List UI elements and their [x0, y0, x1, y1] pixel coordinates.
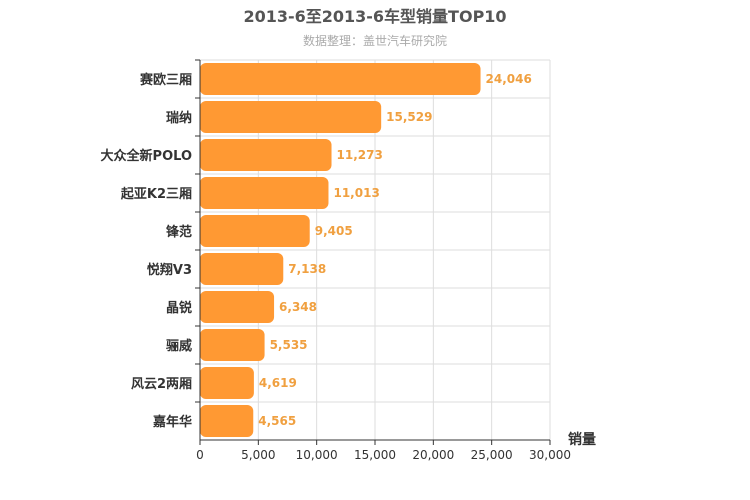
x-tick-label: 20,000: [412, 448, 454, 462]
x-tick-label: 30,000: [529, 448, 571, 462]
bars: 24,046 15,529 11,273 11,013 9,405 7,138 6,348 5…: [200, 63, 532, 437]
category-label: 嘉年华: [152, 414, 192, 430]
bar-value-label: 11,013: [333, 186, 379, 200]
x-tick-label: 25,000: [471, 448, 513, 462]
x-tick-label: 0: [196, 448, 204, 462]
bar-value-label: 7,138: [288, 262, 326, 276]
bar-value-label: 9,405: [315, 224, 353, 238]
bar: [200, 253, 284, 285]
bar-value-label: 15,529: [386, 110, 432, 124]
x-tick-label: 10,000: [296, 448, 338, 462]
bar: [200, 177, 329, 209]
bar: [200, 63, 481, 95]
category-label: 瑞纳: [166, 110, 192, 126]
bar: [200, 139, 332, 171]
chart-title: 2013-6至2013-6车型销量TOP10: [243, 7, 506, 26]
category-label: 骊威: [166, 338, 192, 354]
x-tick-label: 5,000: [241, 448, 275, 462]
category-label: 晶锐: [166, 300, 192, 316]
x-tick-label: 15,000: [354, 448, 396, 462]
category-label: 大众全新POLO: [101, 148, 192, 164]
bar: [200, 101, 382, 133]
bar-value-label: 4,619: [259, 376, 297, 390]
category-label: 起亚K2三厢: [120, 186, 192, 202]
bar: [200, 367, 254, 399]
x-axis-title: 销量: [568, 431, 596, 448]
bar-value-label: 24,046: [486, 72, 532, 86]
bar-value-label: 6,348: [279, 300, 317, 314]
bar: [200, 329, 265, 361]
bar: [200, 405, 254, 437]
category-label: 赛欧三厢: [139, 72, 192, 88]
bar-value-label: 5,535: [270, 338, 308, 352]
category-label: 锋范: [166, 224, 192, 240]
category-label: 悦翔V3: [147, 262, 192, 278]
category-label: 风云2两厢: [131, 377, 192, 392]
bar: [200, 291, 275, 323]
bar-value-label: 4,565: [258, 414, 296, 428]
bar: [200, 215, 310, 247]
bar-value-label: 11,273: [337, 148, 383, 162]
chart-subtitle: 数据整理：盖世汽车研究院: [303, 33, 447, 48]
